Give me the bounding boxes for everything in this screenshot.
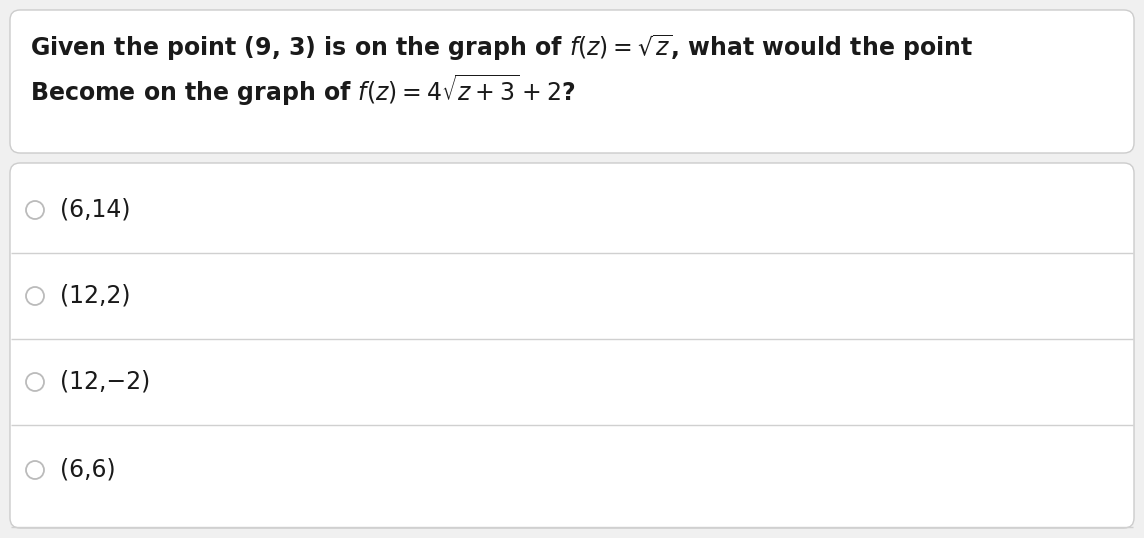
Text: Become on the graph of $f(z)=4\sqrt{z+3}+2$?: Become on the graph of $f(z)=4\sqrt{z+3}… — [30, 72, 575, 108]
Text: (6,14): (6,14) — [59, 198, 130, 222]
FancyBboxPatch shape — [10, 163, 1134, 528]
Text: Given the point (9, 3) is on the graph of $f(z)=\sqrt{z}$, what would the point: Given the point (9, 3) is on the graph o… — [30, 33, 974, 63]
Text: (6,6): (6,6) — [59, 458, 116, 482]
Text: (12,2): (12,2) — [59, 284, 130, 308]
Text: (12,−2): (12,−2) — [59, 370, 150, 394]
FancyBboxPatch shape — [10, 10, 1134, 153]
